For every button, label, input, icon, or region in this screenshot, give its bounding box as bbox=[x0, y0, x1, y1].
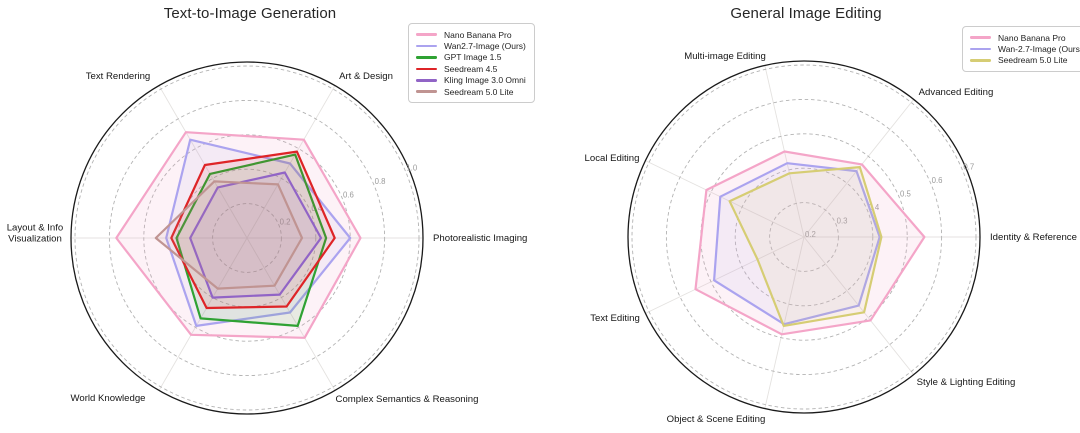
outer-circle bbox=[627, 60, 981, 414]
legend-swatch bbox=[416, 78, 437, 82]
axis-label: Text Editing bbox=[590, 313, 640, 324]
legend-label: Wan2.7-Image (Ours) bbox=[444, 41, 526, 52]
series-polygon-wan2-7-image-ours- bbox=[165, 138, 352, 327]
tick-label: 0.2 bbox=[805, 230, 816, 239]
legend: Nano Banana Pro Wan2.7-Image (Ours) GPT Im… bbox=[408, 23, 535, 104]
tick-label: 0.4 bbox=[311, 204, 323, 213]
legend-swatch bbox=[970, 47, 991, 51]
axis-spoke bbox=[246, 237, 336, 391]
axis-label: Multi-image Editing bbox=[684, 51, 766, 62]
axis-label: Object & Scene Editing bbox=[667, 414, 766, 425]
axis-spoke bbox=[158, 237, 248, 391]
grid-circle bbox=[665, 98, 943, 376]
legend-label: GPT Image 1.5 bbox=[444, 52, 502, 63]
grid-circle bbox=[74, 65, 420, 411]
axis-label: Text Rendering bbox=[86, 71, 151, 82]
tick-label: 0.5 bbox=[900, 189, 912, 198]
legend-swatch bbox=[416, 44, 437, 48]
tick-label: 0.2 bbox=[280, 217, 291, 226]
series-polygon-seedream-5-0-lite bbox=[728, 166, 883, 327]
outer-circle bbox=[70, 61, 424, 415]
axis-spoke bbox=[764, 236, 805, 409]
axis-spoke bbox=[645, 236, 805, 314]
tick-label: 0.3 bbox=[837, 216, 848, 225]
legend-swatch bbox=[416, 33, 437, 36]
legend-item: Wan2.7-Image (Ours) bbox=[416, 40, 526, 51]
series-polygon-wan-2-7-image-ours- bbox=[713, 162, 881, 326]
legend-item: GPT Image 1.5 bbox=[416, 52, 526, 63]
legend-item: Kling Image 3.0 Omni bbox=[416, 75, 526, 86]
series-polygon-kling-image-3-0-omni bbox=[189, 171, 323, 299]
legend-label: Seedream 5.0 Lite bbox=[444, 86, 514, 97]
axis-label: Local Editing bbox=[585, 153, 640, 164]
chart-text-to-image-generation: Text-to-Image Generation 0.2 0.4 0.6 0.8 1.0… bbox=[7, 5, 535, 415]
axis-label: Advanced Editing bbox=[919, 87, 994, 98]
legend-swatch bbox=[970, 59, 991, 62]
grid-circle bbox=[769, 202, 839, 272]
axis-label: Complex Semantics & Reasoning bbox=[336, 394, 479, 405]
tick-label: 0.7 bbox=[963, 163, 974, 172]
legend-item: Seedream 5.0 Lite bbox=[970, 55, 1080, 66]
axis-label: Layout & Info Visualization bbox=[7, 223, 64, 245]
legend-label: Seedream 5.0 Lite bbox=[998, 55, 1068, 66]
grid-circle bbox=[212, 203, 282, 273]
radar-plot-general-image-editing: 0.2 0.3 0.4 0.5 0.6 0.7 Identity & Reference Ad… bbox=[585, 51, 1077, 425]
legend-item: Seedream 4.5 bbox=[416, 63, 526, 74]
series-polygon-nano-banana-pro bbox=[694, 150, 926, 336]
series-polygon-seedream-5-0-lite bbox=[154, 180, 304, 290]
grid-circle bbox=[108, 99, 386, 377]
tick-label: 0.6 bbox=[932, 176, 943, 185]
axis-label: Style & Lighting Editing bbox=[917, 377, 1016, 388]
legend-label: Nano Banana Pro bbox=[998, 32, 1066, 43]
tick-label: 1.0 bbox=[406, 164, 418, 173]
axis-label: Art & Design bbox=[339, 71, 393, 82]
axis-spoke bbox=[246, 85, 336, 239]
chart-title: Text-to-Image Generation bbox=[163, 5, 337, 22]
axis-spoke bbox=[645, 160, 805, 238]
legend: Nano Banana Pro Wan-2.7-Image (Ours) Seedr… bbox=[962, 26, 1080, 73]
legend-label: Seedream 4.5 bbox=[444, 63, 498, 74]
axis-label: Photorealistic Imaging bbox=[433, 233, 527, 244]
tick-label: 0.6 bbox=[343, 190, 354, 199]
legend-label: Wan-2.7-Image (Ours) bbox=[998, 44, 1080, 55]
radar-plot-text-to-image: 0.2 0.4 0.6 0.8 1.0 Photorealistic Imaging Art… bbox=[7, 61, 527, 415]
legend-item: Nano Banana Pro bbox=[970, 32, 1080, 43]
chart-title: General Image Editing bbox=[730, 5, 882, 22]
legend-swatch bbox=[416, 67, 437, 71]
tick-label: 0.8 bbox=[375, 177, 386, 186]
legend-swatch bbox=[970, 36, 991, 39]
chart-general-image-editing: General Image Editing 0.2 0.3 0.4 0.5 0.6 0.7… bbox=[540, 0, 1080, 433]
grid-circle bbox=[631, 64, 977, 410]
axis-spoke bbox=[158, 85, 248, 239]
legend-swatch bbox=[416, 90, 437, 93]
legend-item: Wan-2.7-Image (Ours) bbox=[970, 43, 1080, 54]
tick-label: 0.4 bbox=[868, 203, 880, 212]
legend-label: Kling Image 3.0 Omni bbox=[444, 75, 526, 86]
legend-label: Nano Banana Pro bbox=[444, 29, 512, 40]
grid-circle bbox=[734, 167, 874, 307]
axis-label: World Knowledge bbox=[70, 393, 145, 404]
legend-item: Nano Banana Pro bbox=[416, 29, 526, 40]
axis-label: Identity & Reference bbox=[990, 232, 1077, 243]
legend-swatch bbox=[416, 56, 437, 59]
legend-item: Seedream 5.0 Lite bbox=[416, 86, 526, 97]
